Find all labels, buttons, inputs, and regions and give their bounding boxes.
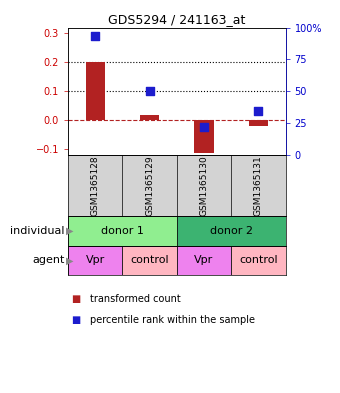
- Text: control: control: [130, 255, 169, 265]
- Bar: [140, 115, 159, 120]
- Bar: [68, 246, 122, 275]
- Text: Vpr: Vpr: [194, 255, 214, 265]
- Text: transformed count: transformed count: [90, 294, 181, 304]
- Text: Vpr: Vpr: [86, 255, 105, 265]
- Text: ■: ■: [71, 294, 81, 304]
- Text: donor 1: donor 1: [101, 226, 144, 236]
- Point: [201, 124, 207, 130]
- Text: GSM1365129: GSM1365129: [145, 155, 154, 216]
- Bar: [177, 216, 286, 246]
- Bar: [249, 120, 268, 126]
- Point: [147, 88, 152, 94]
- Text: GSM1365130: GSM1365130: [200, 155, 208, 216]
- Bar: [194, 120, 214, 153]
- Text: control: control: [239, 255, 278, 265]
- Text: ■: ■: [71, 315, 81, 325]
- Point: [92, 33, 98, 40]
- Text: GSM1365128: GSM1365128: [91, 155, 100, 216]
- Bar: [68, 216, 177, 246]
- Bar: [177, 246, 231, 275]
- Text: percentile rank within the sample: percentile rank within the sample: [90, 315, 255, 325]
- Text: ▶: ▶: [66, 255, 74, 265]
- Bar: [231, 246, 286, 275]
- Bar: [86, 62, 105, 120]
- Text: ▶: ▶: [66, 226, 74, 236]
- Bar: [122, 246, 177, 275]
- Text: GSM1365131: GSM1365131: [254, 155, 263, 216]
- Text: donor 2: donor 2: [210, 226, 253, 236]
- Text: agent: agent: [32, 255, 65, 265]
- Point: [256, 107, 261, 114]
- Text: individual: individual: [10, 226, 65, 236]
- Title: GDS5294 / 241163_at: GDS5294 / 241163_at: [108, 13, 245, 26]
